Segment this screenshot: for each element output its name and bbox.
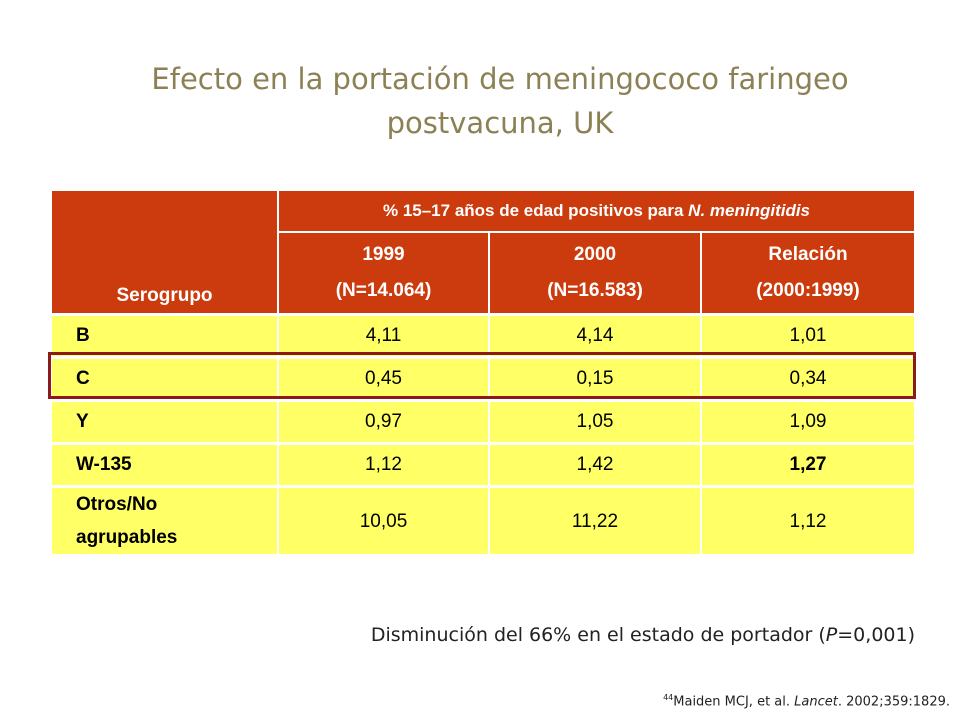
ratio-cell: 1,01 (699, 313, 915, 358)
header-1999-year: 1999 (362, 244, 405, 265)
value-1999-cell: 0,45 (277, 356, 489, 401)
header-span-organism: N. meningitidis (688, 201, 811, 220)
value-1999-cell: 0,97 (277, 399, 489, 444)
header-span: % 15–17 años de edad positivos para N. m… (276, 191, 915, 233)
table-row: W-135 1,12 1,42 1,27 (52, 442, 915, 487)
serogroup-cell: Y (52, 399, 278, 444)
title-line-2: postvacuna, UK (386, 106, 614, 141)
value-1999-cell: 1,12 (277, 442, 489, 487)
value-2000-cell: 11,22 (488, 485, 701, 554)
header-serogroup: Serogrupo (52, 191, 278, 315)
table-row: Y 0,97 1,05 1,09 (52, 399, 915, 444)
header-row-top: Serogrupo % 15–17 años de edad positivos… (52, 191, 915, 315)
header-ratio-label: Relación (768, 244, 848, 265)
reference-journal: Lancet (794, 694, 838, 710)
carriage-table: Serogrupo % 15–17 años de edad positivos… (52, 191, 915, 554)
serogroup-line-2: agrupables (76, 527, 178, 548)
slide-title: Efecto en la portación de meningococo fa… (80, 57, 920, 145)
conclusion-text: Disminución del 66% en el estado de port… (80, 624, 915, 646)
ratio-cell: 1,27 (699, 442, 915, 487)
title-line-1: Efecto en la portación de meningococo fa… (151, 62, 849, 97)
header-2000: 2000 (N=16.583) (488, 232, 701, 315)
reference-details: . 2002;359:1829. (837, 694, 950, 710)
header-row-sub: 1999 (N=14.064) 2000 (N=16.583) Relación… (52, 232, 915, 315)
conclusion-p: P (825, 624, 838, 646)
conclusion-prefix: Disminución del 66% en el estado de port… (370, 624, 826, 646)
value-1999-cell: 4,11 (277, 313, 489, 358)
serogroup-cell: C (52, 356, 278, 401)
header-ratio: Relación (2000:1999) (699, 232, 915, 315)
serogroup-cell: W-135 (52, 442, 278, 487)
ratio-cell: 1,12 (699, 485, 915, 554)
reference-citation: 44Maiden MCJ, et al. Lancet. 2002;359:18… (80, 693, 950, 709)
value-2000-cell: 4,14 (488, 313, 701, 358)
reference-number: 44 (663, 693, 674, 702)
value-2000-cell: 1,05 (488, 399, 701, 444)
reference-authors: Maiden MCJ, et al. (673, 694, 795, 710)
table-row: Otros/No agrupables 10,05 11,22 1,12 (52, 485, 915, 554)
header-span-prefix: % 15–17 años de edad positivos para (382, 201, 689, 220)
serogroup-line-1: Otros/No (76, 494, 158, 515)
ratio-cell: 1,09 (699, 399, 915, 444)
value-1999-cell: 10,05 (277, 485, 489, 554)
serogroup-cell: B (52, 313, 278, 358)
value-2000-cell: 0,15 (488, 356, 701, 401)
header-1999-n: (N=14.064) (335, 280, 432, 301)
value-2000-cell: 1,42 (488, 442, 701, 487)
serogroup-cell: Otros/No agrupables (52, 485, 278, 554)
table-row: B 4,11 4,14 1,01 (52, 313, 915, 358)
header-2000-year: 2000 (573, 244, 617, 265)
ratio-cell: 0,34 (699, 356, 915, 401)
header-1999: 1999 (N=14.064) (277, 232, 489, 315)
table-row: C 0,45 0,15 0,34 (52, 356, 915, 401)
header-ratio-def: (2000:1999) (756, 280, 860, 301)
header-2000-n: (N=16.583) (547, 280, 643, 301)
conclusion-suffix: =0,001) (837, 624, 915, 646)
